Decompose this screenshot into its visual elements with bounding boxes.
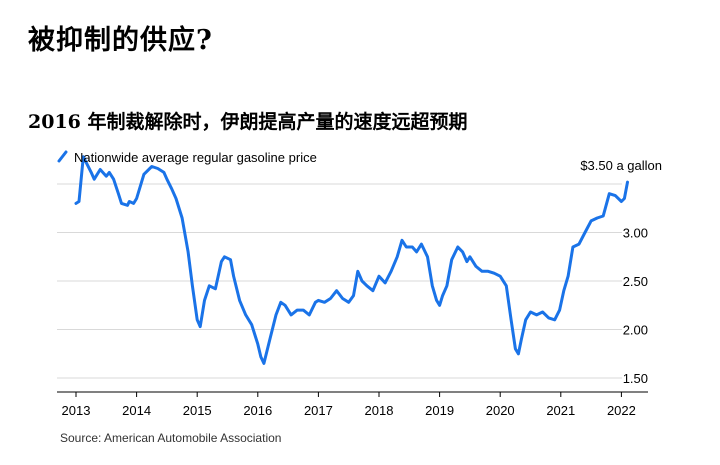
x-tick-label: 2016 <box>243 403 272 418</box>
grid <box>57 183 622 379</box>
y-axis: 3.00 2.50 2.00 1.50 <box>623 226 648 387</box>
price-annotation: $3.50 a gallon <box>580 158 662 173</box>
y-tick-label: 2.50 <box>623 274 648 289</box>
source-note: Source: American Automobile Association <box>60 431 282 445</box>
x-tick-label: 2015 <box>183 403 212 418</box>
x-tick-label: 2019 <box>425 403 454 418</box>
x-tick-label: 2022 <box>607 403 636 418</box>
series-line <box>74 155 629 365</box>
y-tick-label: 3.00 <box>623 226 648 241</box>
page-heading: 被抑制的供应? <box>28 25 213 56</box>
legend: Nationwide average regular gasoline pric… <box>57 150 317 165</box>
x-tick-label: 2013 <box>62 403 91 418</box>
x-tick-label: 2020 <box>486 403 515 418</box>
legend-swatch <box>57 150 68 163</box>
legend-label: Nationwide average regular gasoline pric… <box>74 150 317 165</box>
x-axis: 2013 2014 2015 2016 2017 2018 2019 2020 2021 2022 <box>57 391 648 418</box>
x-tick-label: 2021 <box>546 403 575 418</box>
y-tick-label: 1.50 <box>623 371 648 386</box>
x-tick-label: 2017 <box>304 403 333 418</box>
x-tick-label: 2018 <box>365 403 394 418</box>
chart-title: 2016 年制裁解除时，伊朗提高产量的速度远超预期 <box>28 111 468 133</box>
x-tick-label: 2014 <box>122 403 151 418</box>
series-layer <box>74 155 629 365</box>
y-tick-label: 2.00 <box>623 323 648 338</box>
